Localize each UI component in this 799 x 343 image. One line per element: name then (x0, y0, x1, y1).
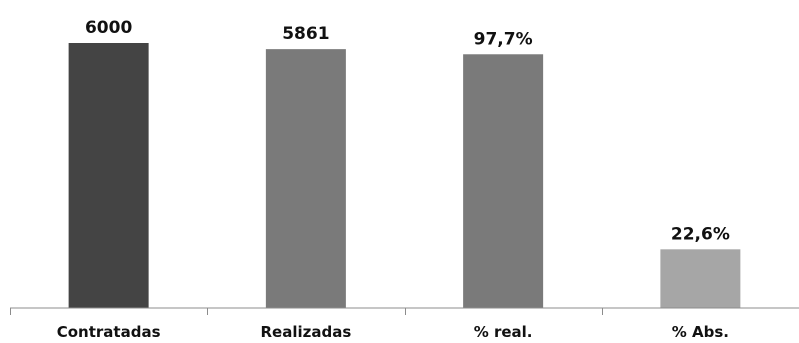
data-label-1: 5861 (282, 24, 329, 44)
data-labels-layer: 6000 5861 97,7% 22,6% (85, 18, 730, 244)
data-label-0: 6000 (85, 18, 132, 38)
data-label-3: 22,6% (671, 224, 730, 244)
category-label-0: Contratadas (57, 323, 161, 341)
data-label-2: 97,7% (474, 29, 533, 49)
x-axis-ticks (10, 308, 603, 315)
bar-2 (463, 54, 544, 308)
category-label-2: % real. (474, 323, 533, 341)
bar-0 (68, 43, 149, 308)
category-label-1: Realizadas (260, 323, 351, 341)
bar-1 (265, 49, 346, 309)
bars-layer (68, 43, 741, 309)
x-axis-tick-labels: Contratadas Realizadas % real. % Abs. (57, 323, 729, 341)
bar-3 (660, 249, 741, 308)
category-label-3: % Abs. (672, 323, 729, 341)
